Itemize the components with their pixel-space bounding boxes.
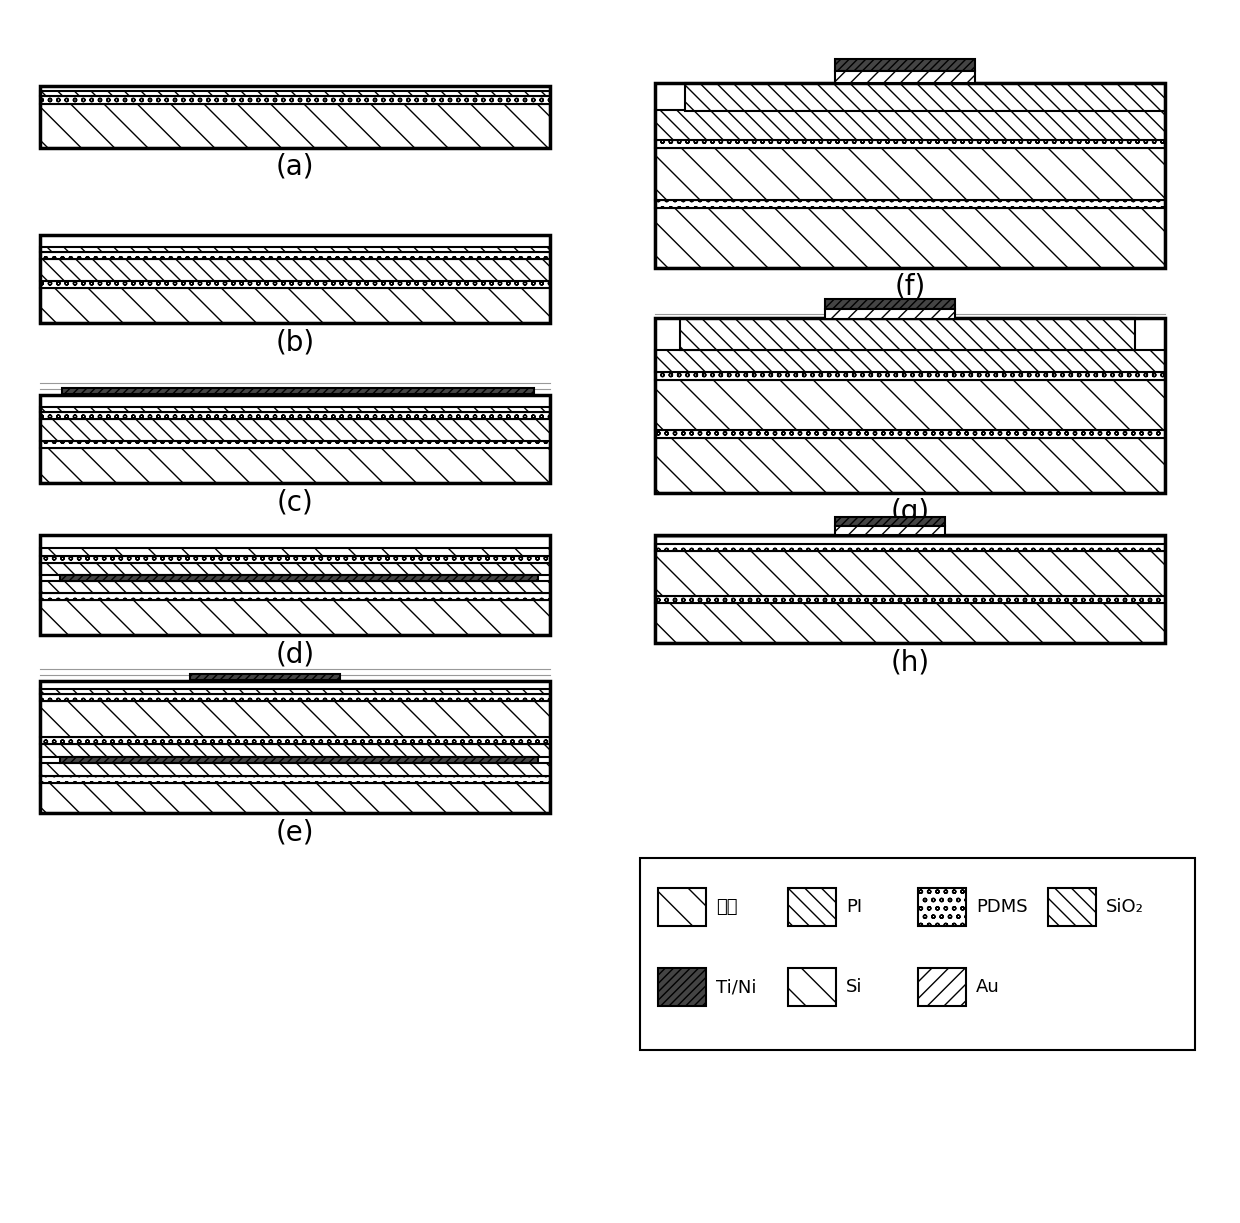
Text: (e): (e) (275, 818, 314, 846)
Bar (40, 104, 551, 148)
Text: 玻璃: 玻璃 (715, 898, 738, 916)
Bar (40, 763, 551, 777)
Bar (40, 407, 551, 412)
Bar (40, 281, 551, 287)
Text: (a): (a) (275, 153, 314, 181)
Bar (40, 556, 551, 563)
Bar (655, 110, 1166, 139)
Bar (680, 318, 1135, 350)
Bar (40, 593, 551, 600)
Bar (655, 318, 1166, 493)
Text: (c): (c) (277, 488, 314, 516)
Text: (h): (h) (890, 648, 930, 676)
Bar (40, 689, 551, 693)
Text: Si: Si (846, 978, 863, 996)
Bar (40, 563, 551, 575)
Bar (40, 548, 551, 556)
Bar (787, 888, 836, 926)
Bar (40, 744, 551, 757)
Bar (655, 430, 1166, 438)
Bar (40, 442, 551, 448)
Bar (655, 596, 1166, 603)
Text: (d): (d) (275, 640, 315, 668)
Text: PDMS: PDMS (976, 898, 1028, 916)
Bar (655, 534, 1166, 643)
Bar (40, 737, 551, 744)
Bar (190, 674, 340, 680)
Bar (835, 526, 945, 534)
Bar (40, 600, 551, 635)
Bar (40, 86, 551, 148)
Bar (655, 139, 1166, 148)
Bar (40, 395, 551, 483)
Bar (60, 575, 538, 581)
Bar (40, 419, 551, 442)
Bar (825, 298, 955, 309)
Bar (655, 83, 1166, 268)
Bar (655, 552, 1166, 596)
Text: (g): (g) (890, 498, 930, 526)
Text: (f): (f) (894, 273, 925, 301)
Bar (658, 967, 706, 1007)
Bar (40, 287, 551, 323)
Bar (40, 783, 551, 813)
Bar (835, 59, 975, 71)
Bar (658, 888, 706, 926)
Bar (40, 534, 551, 635)
Bar (40, 581, 551, 593)
Bar (835, 71, 975, 83)
Bar (655, 438, 1166, 493)
Bar (40, 412, 551, 419)
Bar (40, 259, 551, 281)
Bar (40, 247, 551, 252)
Bar (62, 388, 534, 394)
Bar (40, 95, 551, 104)
Bar (40, 681, 551, 813)
Bar (787, 967, 836, 1007)
Bar (655, 544, 1166, 552)
Bar (684, 83, 1166, 111)
Bar (825, 309, 955, 319)
Bar (655, 208, 1166, 268)
Text: (b): (b) (275, 328, 315, 356)
Bar (655, 148, 1166, 201)
Bar (1048, 888, 1096, 926)
Text: Ti/Ni: Ti/Ni (715, 978, 756, 996)
Bar (40, 777, 551, 783)
Bar (40, 701, 551, 737)
Bar (655, 201, 1166, 208)
Bar (40, 235, 551, 323)
Bar (655, 350, 1166, 372)
Bar (655, 380, 1166, 430)
Text: PI: PI (846, 898, 862, 916)
Bar (40, 448, 551, 483)
Text: Au: Au (976, 978, 999, 996)
Bar (655, 603, 1166, 643)
Bar (655, 372, 1166, 380)
Bar (40, 252, 551, 259)
Bar (40, 693, 551, 701)
Bar (835, 517, 945, 526)
Bar (640, 859, 1195, 1051)
Bar (918, 967, 966, 1007)
Text: SiO₂: SiO₂ (1106, 898, 1143, 916)
Bar (40, 91, 551, 95)
Bar (60, 757, 538, 763)
Bar (918, 888, 966, 926)
